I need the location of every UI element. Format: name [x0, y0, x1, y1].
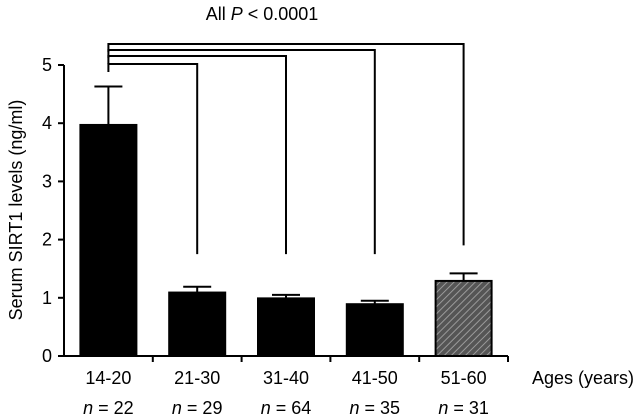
y-tick-label: 5 [42, 55, 52, 75]
significance-bracket [107, 55, 287, 255]
x-tick-label: 41-50 [352, 368, 398, 388]
y-tick-label: 1 [42, 288, 52, 308]
n-label: n = 29 [172, 398, 223, 418]
significance-bracket [107, 63, 199, 255]
y-tick-label: 2 [42, 230, 52, 250]
x-tick-label: 31-40 [263, 368, 309, 388]
bar-31-40 [257, 297, 315, 357]
x-tick-label: 21-30 [174, 368, 220, 388]
bar-41-50 [345, 303, 404, 357]
x-tick-label: 14-20 [85, 368, 131, 388]
significance-bracket [107, 43, 465, 246]
y-tick-label: 3 [42, 171, 52, 191]
bar-14-20 [79, 123, 138, 357]
y-axis-label: Serum SIRT1 levels (ng/ml) [6, 100, 26, 321]
x-tick-label: 51-60 [441, 368, 487, 388]
n-label: n = 22 [83, 398, 134, 418]
x-axis-label: Ages (years) [532, 368, 634, 388]
n-label: n = 35 [350, 398, 401, 418]
significance-bracket [107, 49, 376, 255]
bar-51-60 [434, 279, 493, 357]
y-tick-label: 4 [42, 113, 52, 133]
bar-21-30 [168, 291, 227, 358]
n-label: n = 31 [438, 398, 489, 418]
chart-title: All P < 0.0001 [206, 4, 319, 24]
y-tick-label: 0 [42, 346, 52, 366]
n-label: n = 64 [261, 398, 312, 418]
